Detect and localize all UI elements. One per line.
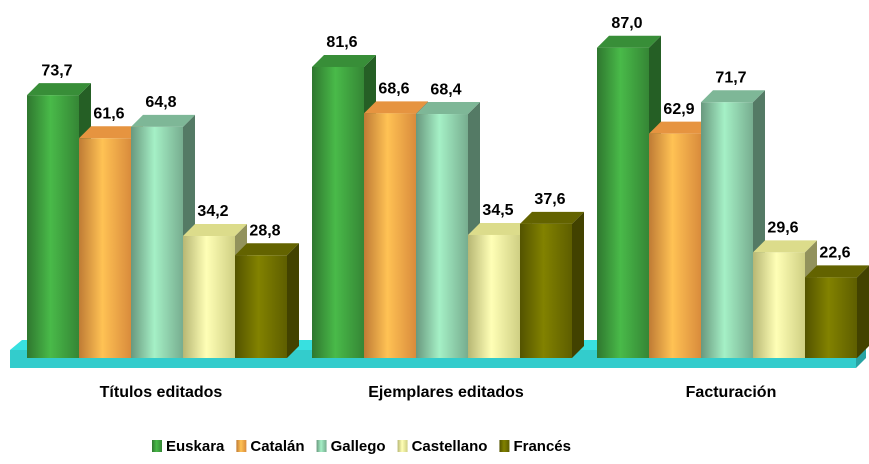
x-tick-label: Títulos editados [100, 384, 223, 401]
bar-side [857, 265, 869, 358]
bar-top [79, 126, 143, 139]
x-tick-label: Facturación [686, 384, 777, 401]
legend-label: Francés [513, 438, 571, 455]
bar-top [27, 83, 91, 96]
legend-swatch [236, 440, 247, 452]
bar [364, 113, 416, 359]
value-label: 73,7 [41, 62, 72, 79]
value-label: 68,4 [430, 81, 461, 98]
legend-swatch [316, 440, 327, 452]
bar [597, 47, 649, 358]
value-label: 71,7 [715, 69, 746, 86]
bar [468, 234, 520, 358]
bar [520, 223, 572, 358]
bar [131, 126, 183, 358]
legend-swatch [499, 440, 510, 452]
bar [183, 236, 235, 358]
value-label: 64,8 [145, 94, 176, 111]
bar-top [312, 54, 376, 67]
bar-top [597, 35, 661, 48]
bar-top [649, 121, 713, 134]
bar-top [468, 222, 532, 235]
value-label: 68,6 [378, 81, 409, 98]
legend-label: Catalán [250, 438, 304, 455]
bar-top [805, 265, 869, 278]
bar-top [416, 102, 480, 115]
legend-label: Euskara [166, 438, 225, 455]
legend-label: Gallego [331, 438, 386, 455]
value-label: 29,6 [767, 220, 798, 237]
value-label: 81,6 [326, 34, 357, 51]
bar [235, 255, 287, 358]
value-label: 34,2 [197, 203, 228, 220]
bar [805, 277, 857, 358]
value-label: 61,6 [93, 106, 124, 123]
value-label: 37,6 [534, 191, 565, 208]
bar-top [364, 101, 428, 114]
bar-side [572, 211, 584, 358]
legend-swatch [152, 440, 162, 452]
bar [416, 114, 468, 358]
legend-swatch [397, 440, 408, 452]
bar [649, 133, 701, 358]
bar [701, 102, 753, 359]
bar-top [520, 211, 584, 224]
bar-top [701, 90, 765, 103]
bar [753, 252, 805, 358]
value-label: 22,6 [819, 245, 850, 262]
bar-top [235, 243, 299, 256]
value-label: 28,8 [249, 222, 280, 239]
bar [79, 138, 131, 358]
bar [312, 66, 364, 359]
value-label: 62,9 [663, 101, 694, 118]
bar-side [287, 243, 299, 358]
bar-top [131, 114, 195, 127]
bar [27, 95, 79, 359]
x-tick-label: Ejemplares editados [368, 384, 524, 401]
bar-top [183, 224, 247, 237]
value-label: 34,5 [482, 202, 513, 219]
value-label: 87,0 [611, 15, 642, 32]
bar-top [753, 240, 817, 253]
legend-label: Castellano [412, 438, 488, 455]
